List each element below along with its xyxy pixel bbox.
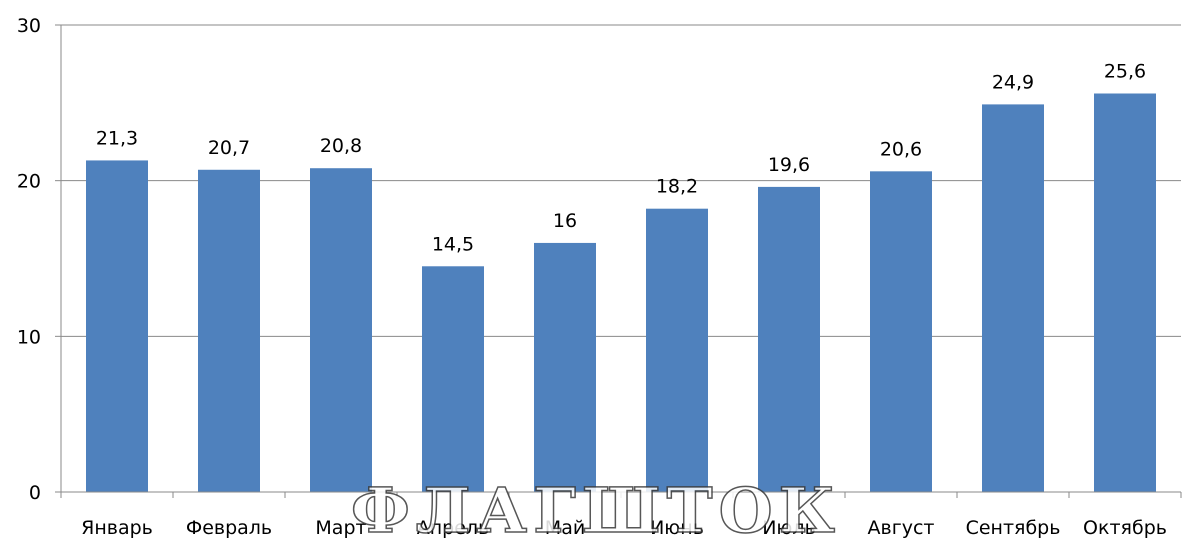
watermark-logo: ФЛАГШТОК [351, 474, 841, 547]
bar-8 [870, 171, 932, 492]
x-category-label: Январь [81, 517, 153, 539]
x-category-label: Сентябрь [966, 517, 1061, 539]
data-label: 20,6 [880, 138, 922, 160]
bars [86, 93, 1156, 493]
data-label: 20,8 [320, 135, 362, 157]
y-tick-label: 0 [29, 482, 41, 504]
y-tick-label: 20 [17, 171, 41, 193]
data-label: 25,6 [1104, 60, 1146, 82]
bar-7 [758, 186, 820, 493]
x-category-label: Июль [762, 517, 816, 539]
bar-6 [646, 208, 708, 493]
data-label: 24,9 [992, 71, 1034, 93]
y-tick-label: 30 [17, 15, 41, 37]
bar-4 [422, 266, 484, 492]
labels: 0 10 20 30 21,3 Январь 20,7 Февраль 20,8 Март 14,5… [17, 15, 1167, 539]
data-label: 18,2 [656, 176, 698, 198]
data-label: 21,3 [96, 127, 138, 149]
bar-2 [198, 169, 260, 492]
data-label: 14,5 [432, 233, 474, 255]
data-label: 16 [553, 210, 577, 232]
x-category-label: Март [315, 517, 366, 539]
bar-1 [86, 160, 148, 492]
bar-10 [1094, 93, 1156, 492]
x-category-label: Июнь [650, 517, 704, 539]
data-label: 20,7 [208, 137, 250, 159]
x-category-label: Октябрь [1083, 517, 1167, 539]
axes [55, 24, 1182, 498]
data-label: 19,6 [768, 154, 810, 176]
bar-9 [982, 104, 1044, 492]
x-category-label: Февраль [186, 517, 272, 539]
x-category-label: Апрель [417, 517, 490, 539]
x-category-label: Август [868, 517, 935, 539]
bar-5 [534, 242, 596, 492]
x-category-label: Май [545, 517, 585, 539]
bar-3 [310, 168, 372, 493]
y-tick-label: 10 [17, 326, 41, 348]
